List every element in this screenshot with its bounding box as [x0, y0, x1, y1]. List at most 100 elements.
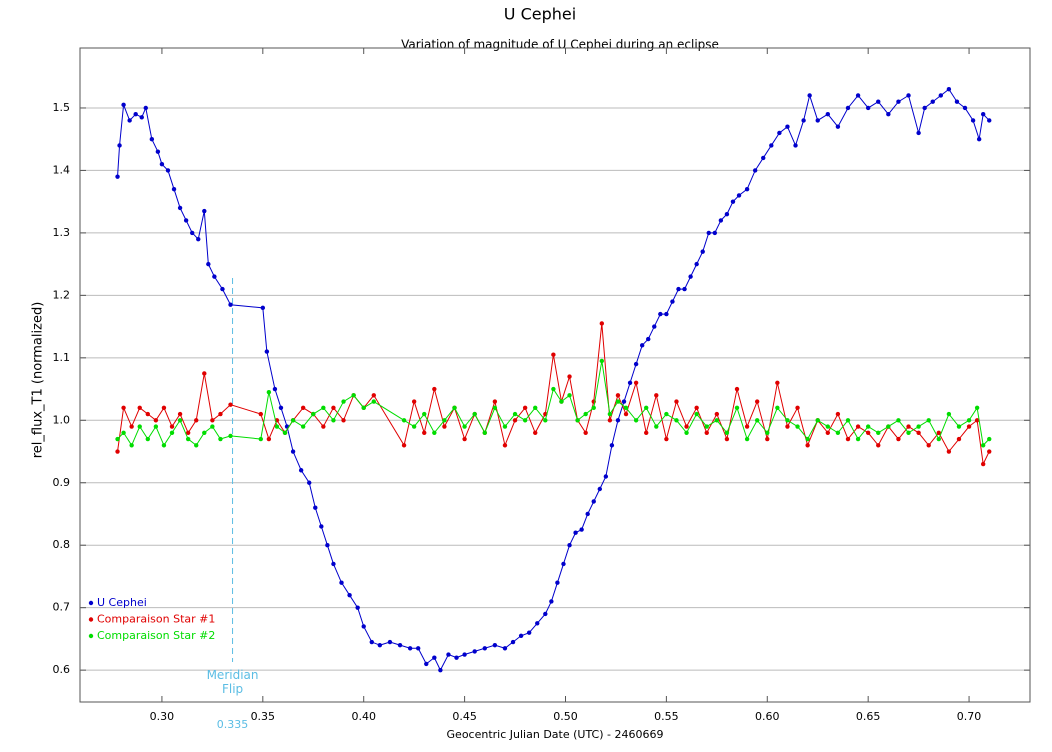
- data-point: [561, 561, 566, 567]
- data-point: [718, 218, 724, 223]
- data-point: [591, 405, 596, 410]
- data-point: [682, 286, 687, 292]
- data-point: [865, 424, 871, 429]
- data-point: [218, 436, 223, 442]
- data-point: [946, 411, 952, 417]
- data-point: [258, 411, 263, 417]
- data-point: [311, 411, 316, 417]
- data-point: [896, 99, 901, 104]
- data-point: [644, 430, 649, 435]
- y-tick-label: 0.6: [53, 663, 71, 676]
- data-point: [575, 418, 580, 423]
- legend-label: Comparaison Star #2: [97, 629, 215, 642]
- data-point: [194, 443, 199, 448]
- legend-label: Comparaison Star #1: [97, 613, 215, 626]
- x-tick-label: 0.50: [553, 710, 578, 723]
- data-point: [785, 424, 790, 429]
- data-point: [551, 352, 556, 357]
- data-point: [369, 639, 374, 645]
- data-point: [161, 443, 167, 448]
- data-point: [633, 380, 639, 386]
- data-point: [916, 130, 921, 136]
- data-point: [347, 592, 352, 598]
- data-point: [472, 411, 477, 417]
- data-point: [752, 168, 758, 173]
- legend-marker: [88, 617, 94, 622]
- data-point: [654, 393, 659, 398]
- data-point: [724, 430, 730, 435]
- data-point: [775, 405, 780, 410]
- data-point: [522, 405, 528, 410]
- data-point: [765, 436, 770, 442]
- data-point: [805, 443, 810, 448]
- data-point: [795, 424, 800, 429]
- data-point: [559, 399, 564, 404]
- data-point: [795, 405, 800, 410]
- data-point: [401, 418, 407, 423]
- annotation-x-label: 0.335: [217, 718, 249, 731]
- data-point: [652, 324, 657, 329]
- data-point: [397, 642, 403, 648]
- data-point: [627, 380, 633, 386]
- data-point: [688, 274, 693, 279]
- data-point: [258, 436, 263, 442]
- data-point: [896, 436, 901, 442]
- data-point: [815, 118, 820, 123]
- x-tick-label: 0.65: [856, 710, 881, 723]
- data-point: [926, 418, 931, 423]
- data-point: [438, 667, 443, 673]
- data-point: [371, 393, 376, 398]
- y-tick-label: 0.7: [53, 601, 71, 614]
- data-point: [623, 411, 629, 417]
- data-point: [714, 411, 720, 417]
- data-point: [282, 430, 288, 435]
- data-point: [183, 218, 189, 223]
- data-point: [331, 418, 336, 423]
- data-point: [573, 530, 578, 535]
- data-point: [290, 449, 296, 454]
- data-point: [633, 361, 639, 367]
- data-point: [492, 642, 498, 648]
- data-point: [736, 193, 742, 198]
- data-point: [585, 511, 590, 517]
- data-point: [980, 112, 986, 117]
- data-point: [730, 199, 736, 204]
- data-point: [664, 411, 669, 417]
- data-point: [228, 402, 233, 407]
- data-point: [196, 236, 201, 242]
- data-point: [785, 124, 790, 129]
- data-point: [567, 543, 572, 548]
- data-point: [307, 480, 312, 485]
- data-point: [512, 418, 518, 423]
- data-point: [664, 436, 669, 442]
- data-point: [115, 174, 120, 179]
- data-point: [401, 443, 407, 448]
- data-point: [744, 436, 750, 442]
- data-point: [694, 405, 699, 410]
- data-point: [462, 436, 467, 442]
- data-point: [472, 649, 477, 654]
- data-point: [115, 449, 120, 454]
- data-point: [145, 436, 150, 442]
- data-point: [694, 411, 699, 417]
- data-point: [761, 155, 766, 161]
- data-point: [220, 286, 225, 292]
- y-tick-label: 1.1: [53, 351, 71, 364]
- data-point: [886, 112, 891, 117]
- data-point: [974, 405, 980, 410]
- data-point: [865, 105, 871, 111]
- data-point: [615, 393, 621, 398]
- data-point: [129, 443, 134, 448]
- data-point: [260, 305, 266, 311]
- data-point: [482, 646, 487, 651]
- data-point: [825, 430, 831, 435]
- data-point: [492, 399, 498, 404]
- data-point: [583, 411, 588, 417]
- data-point: [597, 486, 602, 492]
- data-point: [621, 399, 627, 404]
- data-point: [734, 405, 740, 410]
- data-point: [551, 386, 556, 392]
- data-point: [535, 621, 540, 626]
- data-point: [674, 418, 679, 423]
- data-point: [916, 424, 921, 429]
